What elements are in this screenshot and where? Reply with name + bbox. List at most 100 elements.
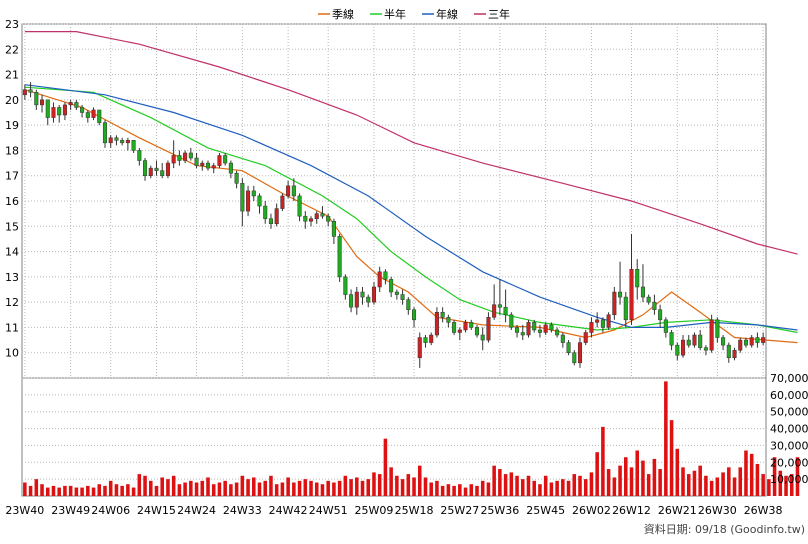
volume-bar bbox=[314, 482, 319, 496]
volume-bar bbox=[68, 485, 73, 496]
volume-bar bbox=[486, 482, 491, 496]
volume-bar bbox=[206, 477, 210, 496]
candle-body bbox=[623, 296, 628, 321]
candle-body bbox=[394, 291, 399, 295]
candle-body bbox=[28, 89, 33, 93]
candle-body bbox=[125, 140, 130, 144]
legend-label-2: 年線 bbox=[436, 7, 458, 21]
volume-bar bbox=[217, 482, 222, 496]
volume-bar bbox=[269, 475, 273, 496]
candle-body bbox=[40, 99, 45, 106]
candle-body bbox=[326, 215, 331, 222]
price-tick-label: 20 bbox=[5, 94, 19, 107]
candle-body bbox=[497, 304, 502, 308]
candle-body bbox=[154, 167, 159, 171]
volume-bar bbox=[572, 474, 577, 496]
price-tick-label: 15 bbox=[5, 220, 19, 233]
volume-bar bbox=[755, 463, 760, 496]
candle-body bbox=[423, 337, 428, 343]
candle-body bbox=[640, 286, 645, 298]
candle-body bbox=[114, 137, 119, 141]
volume-bar bbox=[97, 484, 102, 496]
volume-tick-label: 70,000 bbox=[770, 372, 808, 385]
volume-bar bbox=[767, 479, 771, 496]
candle-body bbox=[303, 215, 308, 222]
volume-bar bbox=[452, 485, 456, 496]
candle-body bbox=[629, 269, 634, 321]
volume-bar bbox=[377, 474, 382, 496]
volume-bar bbox=[326, 480, 330, 496]
volume-bar bbox=[372, 472, 376, 496]
candle-body bbox=[74, 102, 79, 108]
volume-bar bbox=[337, 480, 342, 496]
candle-body bbox=[675, 344, 680, 356]
volume-bar bbox=[698, 465, 702, 496]
candle-body bbox=[709, 319, 714, 351]
candle-body bbox=[412, 309, 417, 321]
volume-bar bbox=[664, 381, 668, 496]
candle-body bbox=[520, 332, 525, 336]
price-tick-label: 13 bbox=[5, 271, 19, 284]
candle-body bbox=[635, 269, 640, 288]
candle-body bbox=[80, 107, 85, 113]
candle-body bbox=[692, 334, 697, 346]
volume-bar bbox=[355, 477, 359, 496]
candle-body bbox=[165, 162, 170, 176]
volume-bar bbox=[194, 482, 199, 496]
x-tick-label: 26W12 bbox=[612, 504, 651, 517]
candle-body bbox=[51, 107, 56, 118]
candle-body bbox=[171, 155, 176, 164]
candle-body bbox=[91, 109, 96, 118]
candle-body bbox=[572, 352, 577, 364]
volume-bar bbox=[692, 470, 697, 496]
volume-bar bbox=[332, 482, 336, 496]
volume-bar bbox=[417, 465, 422, 496]
ma-line-0 bbox=[24, 89, 798, 344]
candle-body bbox=[268, 218, 273, 225]
candle-body bbox=[383, 271, 388, 280]
price-tick-label: 22 bbox=[5, 43, 19, 56]
volume-bar bbox=[744, 450, 748, 496]
candle-body bbox=[474, 327, 480, 336]
volume-bar bbox=[154, 485, 159, 496]
candle-body bbox=[515, 327, 520, 333]
x-tick-label: 26W38 bbox=[744, 504, 783, 517]
volume-bar bbox=[549, 482, 554, 496]
ma-line-2 bbox=[24, 84, 798, 331]
price-tick-label: 16 bbox=[5, 195, 19, 208]
volume-bar bbox=[721, 472, 725, 496]
x-tick-label: 26W02 bbox=[572, 504, 611, 517]
candle-body bbox=[761, 337, 766, 343]
candle-body bbox=[62, 104, 67, 116]
volume-bar bbox=[686, 474, 691, 496]
candle-body bbox=[354, 291, 359, 308]
volume-bar bbox=[509, 472, 514, 496]
volume-bar bbox=[738, 467, 743, 496]
volume-bar bbox=[704, 475, 708, 496]
volume-bar bbox=[395, 475, 399, 496]
volume-bar bbox=[532, 480, 536, 496]
volume-bar bbox=[143, 475, 147, 496]
volume-bar bbox=[732, 477, 737, 496]
volume-bar bbox=[45, 487, 50, 496]
candle-body bbox=[532, 322, 537, 331]
candle-body bbox=[34, 92, 39, 106]
candle-body bbox=[652, 301, 657, 310]
candle-body bbox=[22, 89, 27, 96]
volume-bar bbox=[526, 475, 531, 496]
volume-bar bbox=[383, 438, 388, 496]
volume-bar bbox=[343, 475, 348, 496]
moving-average-lines bbox=[24, 31, 798, 344]
candle-body bbox=[217, 155, 222, 166]
candle-body bbox=[669, 332, 674, 346]
volume-bar bbox=[778, 470, 783, 496]
candle-body bbox=[663, 319, 668, 333]
candle-body bbox=[257, 195, 262, 207]
x-tick-label: 24W33 bbox=[223, 504, 262, 517]
price-tick-label: 21 bbox=[5, 69, 19, 82]
volume-bar bbox=[412, 477, 416, 496]
x-tick-label: 24W51 bbox=[309, 504, 348, 517]
candle-body bbox=[434, 312, 439, 336]
